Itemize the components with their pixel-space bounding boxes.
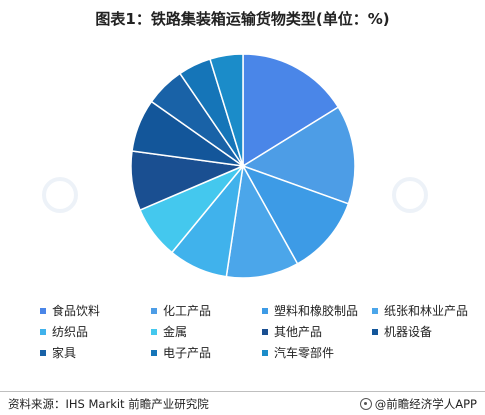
- legend-label: 食品饮料: [52, 304, 101, 318]
- legend-label: 机器设备: [384, 325, 433, 339]
- pie-slice: [241, 164, 350, 265]
- legend-label: 电子产品: [163, 346, 212, 360]
- legend-item: 家具: [40, 344, 151, 361]
- pie-slice: [242, 53, 340, 168]
- legend-item: 化工产品: [151, 302, 262, 319]
- legend-swatch: [262, 307, 268, 314]
- legend-label: 塑料和橡胶制品: [274, 304, 359, 318]
- legend-swatch: [40, 328, 46, 335]
- legend-item: 机器设备: [372, 323, 480, 340]
- legend-swatch: [262, 328, 268, 335]
- legend-swatch: [262, 349, 268, 356]
- legend-item: 塑料和橡胶制品: [262, 302, 372, 319]
- legend-swatch: [40, 307, 46, 314]
- brand-logo-icon: [359, 397, 372, 410]
- chart-legend: 食品饮料 化工产品 塑料和橡胶制品 纸张和林业产品 纺织品 金属 其他产品 机器…: [40, 300, 480, 363]
- legend-label: 纺织品: [52, 325, 89, 339]
- legend-item: 其他产品: [262, 323, 372, 340]
- legend-label: 其他产品: [274, 325, 323, 339]
- legend-label: 化工产品: [163, 304, 212, 318]
- brand-credit: @前瞻经济学人APP: [359, 396, 477, 412]
- legend-swatch: [372, 307, 378, 314]
- legend-item: 金属: [151, 323, 262, 340]
- legend-item: 汽车零部件: [262, 344, 372, 361]
- pie-chart: [130, 53, 356, 279]
- pie-slice: [241, 106, 356, 205]
- legend-label: 纸张和林业产品: [384, 304, 469, 318]
- legend-label: 金属: [163, 325, 188, 339]
- pie-slice: [209, 53, 244, 167]
- legend-item: 纺织品: [40, 323, 151, 340]
- legend-item: 电子产品: [151, 344, 262, 361]
- footer: 资料来源：IHS Markit 前瞻产业研究院 @前瞻经济学人APP: [0, 391, 485, 415]
- legend-swatch: [40, 349, 46, 356]
- legend-swatch: [372, 328, 378, 335]
- chart-title: 图表1：铁路集装箱运输货物类型(单位：%): [95, 10, 390, 28]
- legend-swatch: [151, 349, 157, 356]
- legend-swatch: [151, 328, 157, 335]
- legend-item: 纸张和林业产品: [372, 302, 480, 319]
- legend-label: 家具: [52, 346, 77, 360]
- legend-item: 食品饮料: [40, 302, 151, 319]
- brand-name: @前瞻经济学人APP: [374, 396, 477, 411]
- source-note: 资料来源：IHS Markit 前瞻产业研究院: [8, 396, 209, 411]
- pie-slice: [225, 163, 299, 279]
- legend-swatch: [151, 307, 157, 314]
- legend-label: 汽车零部件: [274, 346, 335, 360]
